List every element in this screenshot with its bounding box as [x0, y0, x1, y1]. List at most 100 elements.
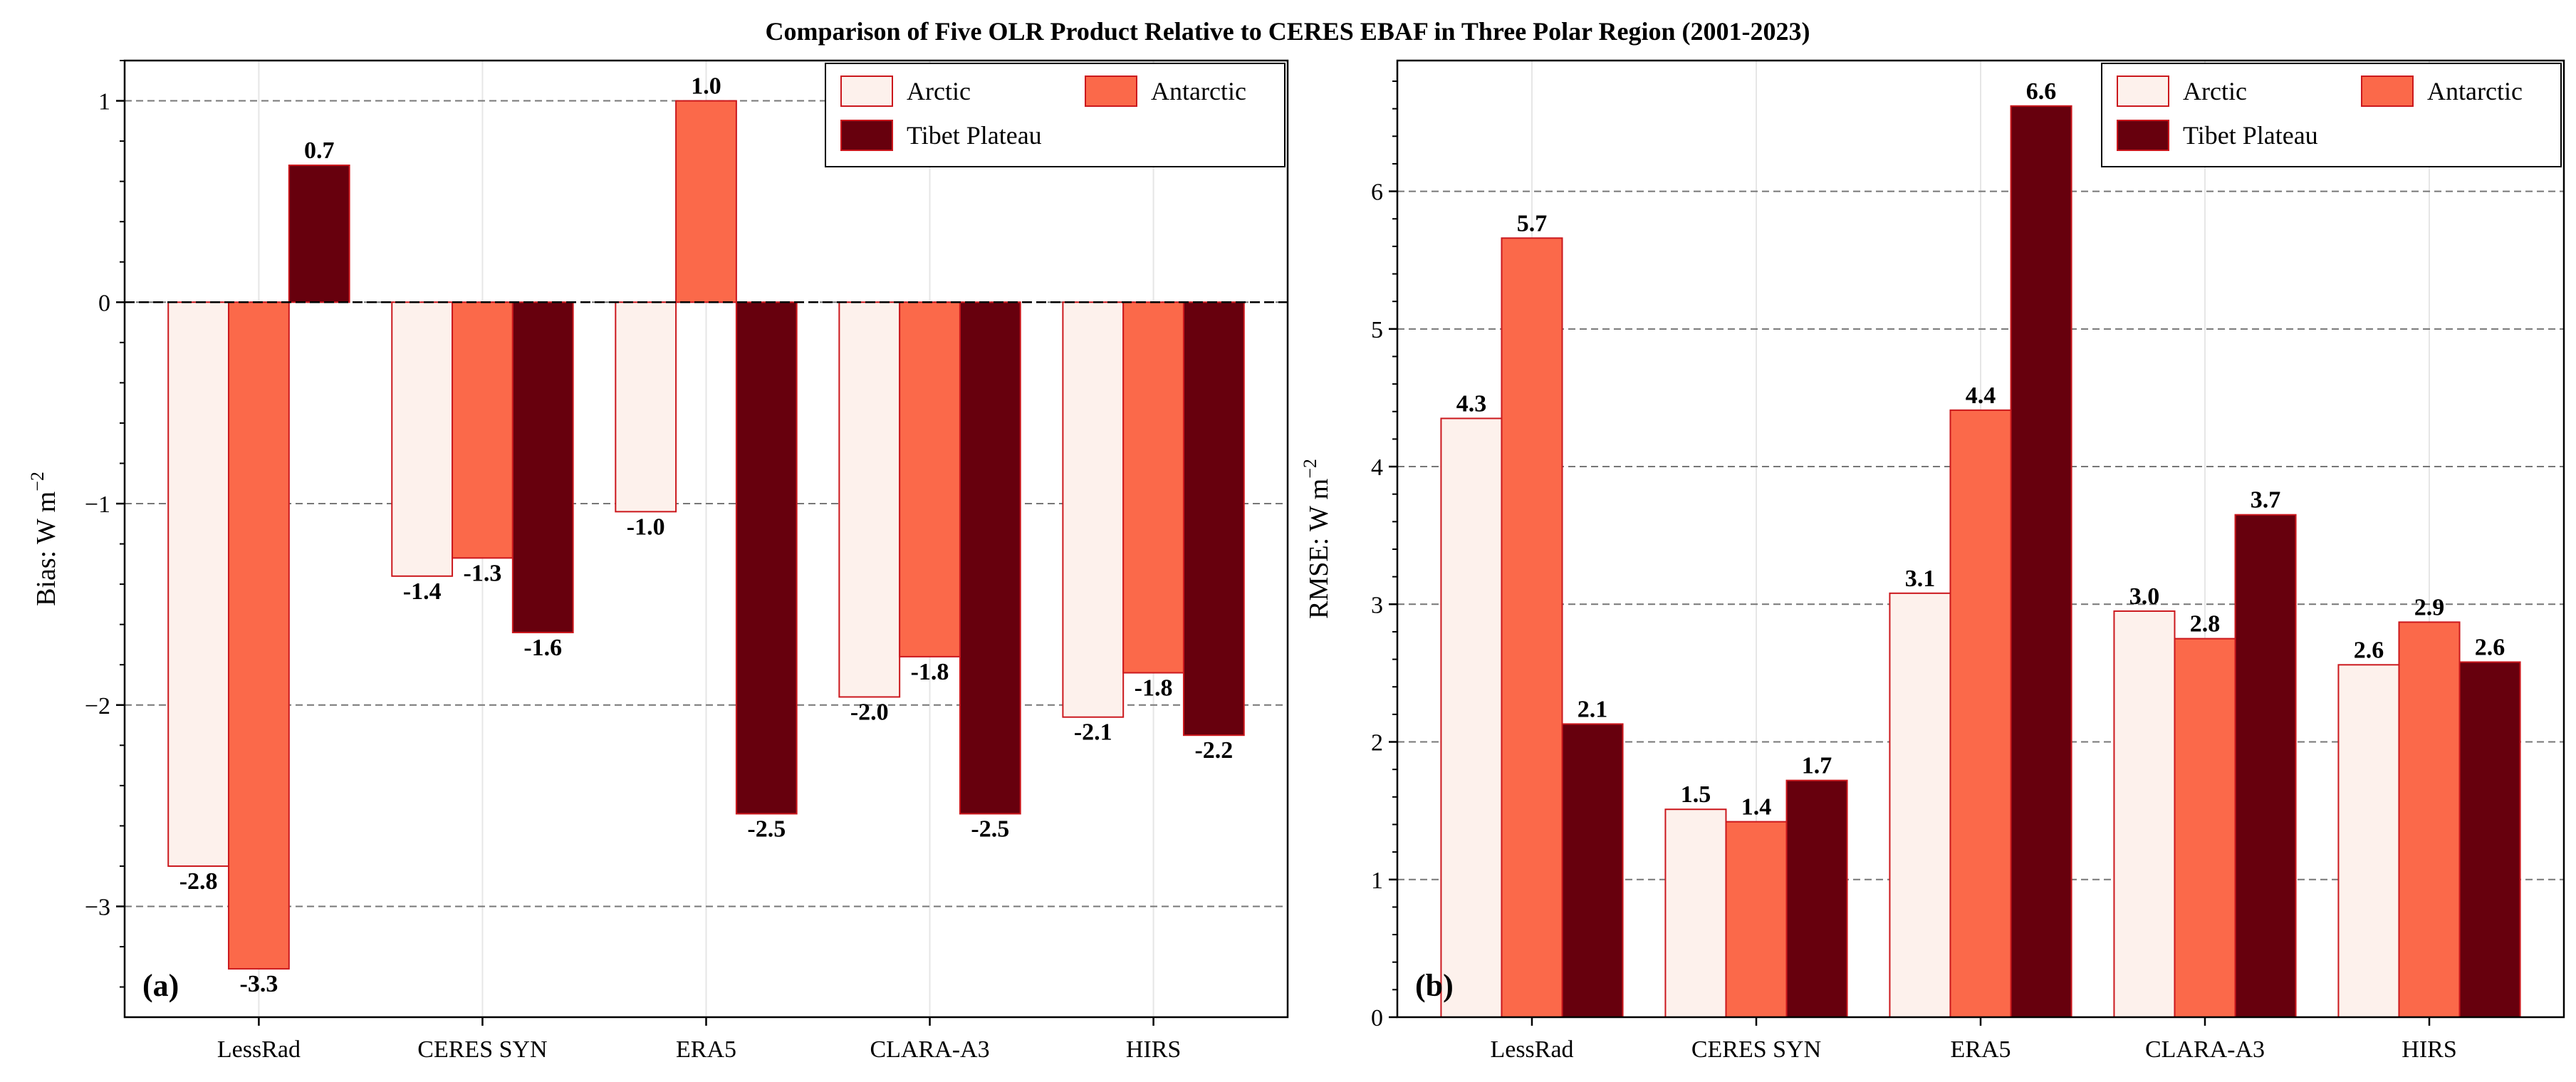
- data-label: 6.6: [2026, 78, 2057, 105]
- data-label: -2.1: [1074, 719, 1112, 746]
- bar-tibet-plateau-2: [735, 301, 798, 815]
- x-tick-label: HIRS: [1126, 1036, 1181, 1063]
- bar-antarctic-4: [2398, 621, 2461, 1018]
- data-label: -2.5: [747, 816, 786, 842]
- y-axis-label-exponent: −2: [27, 472, 48, 491]
- y-tick-label: 4: [1371, 454, 1383, 481]
- legend-label: Tibet Plateau: [2183, 121, 2318, 150]
- legend-frame: [2101, 63, 2562, 167]
- data-label: -1.6: [523, 635, 562, 661]
- bar-arctic-4: [1062, 301, 1125, 718]
- data-label: 1.4: [1741, 794, 1772, 821]
- y-tick-label: 1: [98, 89, 110, 115]
- legend-swatch-tibet-plateau: [2117, 120, 2169, 151]
- legend-label: Antarctic: [1151, 77, 1246, 105]
- x-tick-label: CERES SYN: [417, 1036, 547, 1063]
- legend-label: Arctic: [2183, 77, 2247, 105]
- bar-antarctic-2: [675, 100, 737, 303]
- y-tick-label: 3: [1371, 592, 1383, 618]
- bar-tibet-plateau-1: [1785, 779, 1848, 1019]
- bar-arctic-0: [167, 301, 230, 867]
- data-label: -1.0: [627, 514, 665, 540]
- y-tick-label: −3: [85, 894, 110, 920]
- bar-tibet-plateau-0: [1561, 723, 1624, 1018]
- legend-label: Tibet Plateau: [907, 121, 1042, 150]
- x-tick-label: CLARA-A3: [870, 1036, 989, 1063]
- x-tick-label: LessRad: [1490, 1036, 1573, 1063]
- bar-antarctic-4: [1122, 301, 1184, 674]
- bar-tibet-plateau-3: [2234, 514, 2297, 1018]
- legend: Arctic Antarctic Tibet Plateau: [2101, 63, 2562, 167]
- bar-arctic-1: [391, 301, 454, 577]
- data-label: 2.8: [2190, 611, 2221, 638]
- bar-antarctic-1: [1725, 821, 1788, 1019]
- data-label: -2.5: [971, 816, 1009, 842]
- panel-bias: -2.8 -1.4 -1.0 -2.0 -2.1 -3.3 -1.3 1.0 -1.8 -1.8 0…: [27, 59, 1289, 1063]
- bar-arctic-1: [1664, 808, 1727, 1019]
- figure-title: Comparison of Five OLR Product Relative …: [766, 17, 1810, 46]
- bar-tibet-plateau-0: [288, 165, 350, 303]
- legend-swatch-tibet-plateau: [840, 120, 893, 151]
- bar-antarctic-3: [899, 301, 961, 657]
- y-tick-label: 0: [1371, 1005, 1383, 1031]
- bar-antarctic-1: [452, 301, 513, 559]
- bar-tibet-plateau-1: [511, 301, 574, 633]
- legend-swatch-antarctic: [2361, 76, 2414, 107]
- y-axis-label-exponent: −2: [1300, 459, 1320, 479]
- bar-arctic-3: [838, 301, 901, 698]
- data-label: -3.3: [240, 971, 278, 997]
- legend-label: Antarctic: [2427, 77, 2523, 105]
- x-tick-label: CLARA-A3: [2145, 1036, 2265, 1063]
- y-tick-label: 6: [1371, 180, 1383, 206]
- panel-label: (a): [142, 968, 179, 1003]
- bar-antarctic-0: [228, 301, 290, 970]
- bar-tibet-plateau-4: [1182, 301, 1245, 737]
- data-label: -1.8: [911, 659, 949, 685]
- data-label: 1.0: [691, 73, 721, 100]
- y-tick-label: 1: [1371, 868, 1383, 894]
- bar-tibet-plateau-3: [959, 301, 1021, 815]
- bar-antarctic-0: [1501, 237, 1563, 1018]
- data-label: 2.9: [2414, 594, 2445, 620]
- x-tick-label: ERA5: [676, 1036, 736, 1063]
- x-tick-label: HIRS: [2402, 1036, 2456, 1063]
- data-label: 2.1: [1578, 696, 1608, 722]
- legend-swatch-arctic: [2117, 76, 2169, 107]
- data-label: -2.0: [850, 699, 889, 725]
- bar-arctic-0: [1440, 417, 1503, 1018]
- legend: Arctic Antarctic Tibet Plateau: [825, 63, 1286, 167]
- bar-arctic-2: [1889, 592, 1951, 1018]
- data-label: -1.3: [464, 560, 502, 586]
- data-label: 0.7: [304, 137, 335, 164]
- y-tick-label: −2: [85, 693, 110, 719]
- legend-swatch-antarctic: [1085, 76, 1137, 107]
- data-label: 3.1: [1905, 566, 1936, 592]
- bar-antarctic-2: [1949, 409, 2012, 1018]
- data-label: 2.6: [2354, 637, 2384, 663]
- data-label: -1.4: [403, 578, 442, 605]
- data-label: 1.7: [1802, 753, 1832, 779]
- bar-arctic-3: [2113, 610, 2176, 1018]
- y-tick-label: 0: [98, 290, 110, 316]
- data-label: -1.8: [1135, 675, 1173, 702]
- y-tick-label: 5: [1371, 317, 1383, 343]
- data-label: 3.0: [2129, 583, 2160, 610]
- bar-tibet-plateau-4: [2458, 661, 2521, 1019]
- data-label: -2.2: [1194, 737, 1233, 764]
- data-label: 2.6: [2475, 634, 2505, 660]
- legend-frame: [825, 63, 1286, 167]
- x-tick-label: LessRad: [217, 1036, 301, 1063]
- panel-rmse: 4.3 1.5 3.1 3.0 2.6 5.7 1.4 4.4 2.8 2.9 2.1 1.7 6.6 3…: [1300, 59, 2565, 1063]
- y-axis-label-text: Bias: W m: [31, 491, 61, 606]
- data-label: 5.7: [1517, 210, 1548, 236]
- bar-tibet-plateau-2: [2010, 105, 2072, 1019]
- bar-arctic-4: [2337, 664, 2400, 1019]
- y-axis-label: Bias: W m−2: [27, 472, 61, 606]
- data-label: 4.4: [1966, 383, 1996, 409]
- y-tick-label: −1: [85, 491, 110, 518]
- data-label: 3.7: [2251, 487, 2281, 514]
- data-label: 4.3: [1456, 390, 1487, 417]
- data-label: 1.5: [1681, 781, 1711, 808]
